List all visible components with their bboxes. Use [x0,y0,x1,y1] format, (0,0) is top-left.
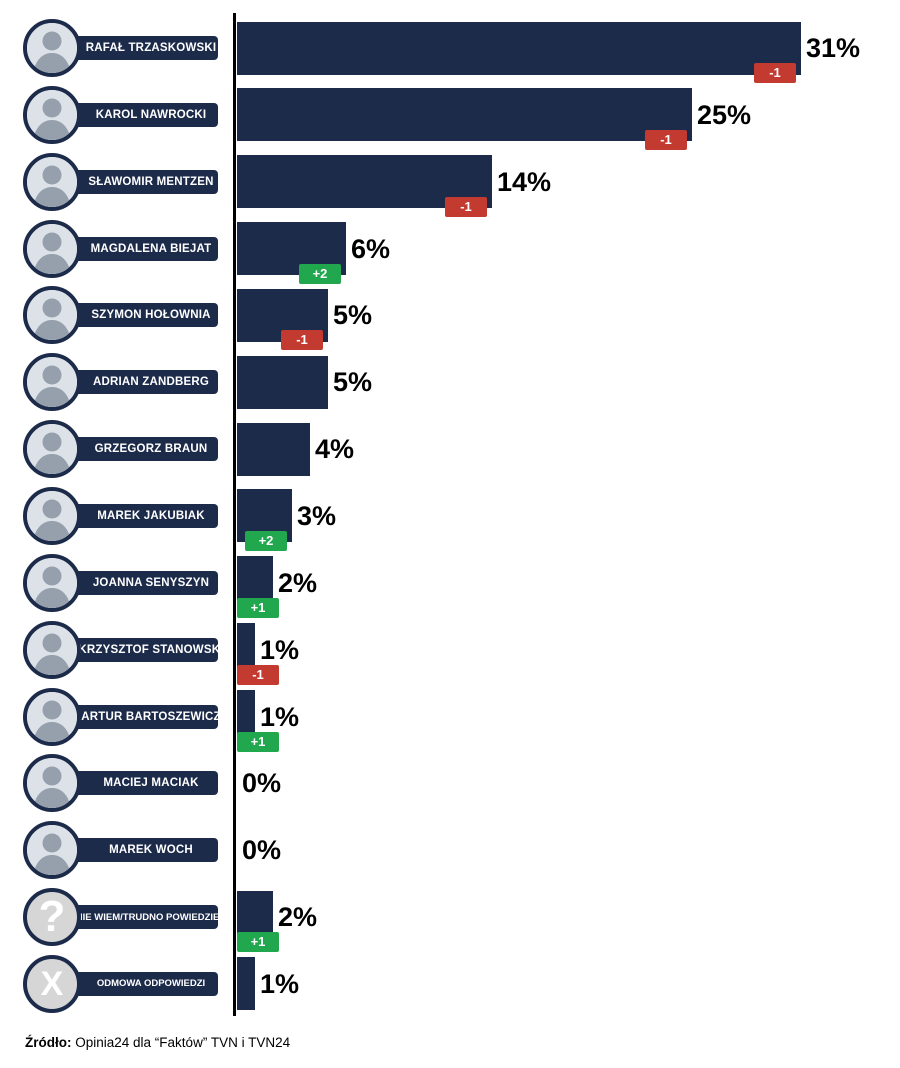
candidate-photo-avatar [23,687,81,746]
candidate-row: KAROL NAWROCKI 25% -1 [0,81,900,150]
poll-value: 1% [260,701,300,732]
poll-bar [237,88,692,142]
source-note: Źródło: Opinia24 dla “Faktów” TVN i TVN2… [25,1035,290,1050]
poll-bar [237,355,328,409]
question-mark-icon: ? [23,888,81,947]
candidate-row: ARTUR BARTOSZEWICZ 1% +1 [0,683,900,752]
source-text: Opinia24 dla “Faktów” TVN i TVN24 [71,1035,291,1050]
poll-value: 0% [242,835,282,866]
candidate-photo-avatar [23,486,81,545]
candidate-row: MAREK WOCH 0% [0,816,900,884]
change-badge: -1 [645,129,687,150]
change-badge: -1 [281,330,323,351]
poll-value: 31% [806,33,861,63]
poll-value: 14% [497,166,552,197]
source-label: Źródło: [25,1035,72,1050]
poll-value: 5% [333,367,373,398]
poll-value: 0% [242,768,282,799]
change-badge: -1 [445,196,487,217]
candidate-row: KRZYSZTOF STANOWSKI 1% -1 [0,616,900,685]
candidate-name: SŁAWOMIR MENTZEN [88,175,214,188]
candidate-photo-avatar [23,821,81,880]
candidate-photo-avatar [23,152,81,211]
change-badge: +1 [237,932,279,953]
change-badge: -1 [754,63,796,83]
candidate-row: GRZEGORZ BRAUN 4% [0,415,900,483]
poll-value: 2% [278,902,318,933]
change-badge: +2 [299,263,341,284]
candidate-row: ADRIAN ZANDBERG 5% [0,348,900,416]
poll-bar [237,957,255,1011]
candidate-row: SŁAWOMIR MENTZEN 14% -1 [0,148,900,217]
candidate-row: MACIEJ MACIAK 0% [0,749,900,817]
candidate-photo-avatar [23,754,81,813]
candidate-row: MAGDALENA BIEJAT 6% +2 [0,215,900,284]
candidate-photo-avatar [23,553,81,612]
poll-value: 6% [351,233,391,264]
poll-bar [237,21,801,75]
candidate-photo-avatar [23,19,81,77]
candidate-photo-avatar [23,420,81,479]
candidate-photo-avatar [23,620,81,679]
change-badge: +2 [245,530,287,551]
change-badge: +1 [237,597,279,618]
candidate-row: RAFAŁ TRZASKOWSKI 31% -1 [0,14,900,83]
candidate-name: NIE WIEM/TRUDNO POWIEDZIEĆ [75,911,227,923]
poll-value: 1% [260,634,300,665]
candidate-name: GRZEGORZ BRAUN [94,443,208,456]
poll-value: 25% [697,99,752,130]
candidate-name: SZYMON HOŁOWNIA [91,309,211,322]
poll-value: 4% [315,434,355,465]
candidate-row: ? NIE WIEM/TRUDNO POWIEDZIEĆ 2% +1 [0,883,900,953]
poll-value: 5% [333,300,373,331]
poll-value: 1% [260,968,300,999]
candidate-row: X ODMOWA ODPOWIEDZI 1% [0,950,900,1018]
candidate-name: MAREK JAKUBIAK [97,509,205,522]
candidate-name: ODMOWA ODPOWIEDZI [96,978,206,990]
change-badge: -1 [237,664,279,685]
poll-bar [237,690,255,743]
candidate-row: MAREK JAKUBIAK 3% +2 [0,482,900,551]
candidate-photo-avatar [23,85,81,144]
change-badge: +1 [237,731,279,752]
x-mark-icon: X [23,954,81,1013]
candidate-name: MACIEJ MACIAK [103,777,199,790]
candidate-name: MAREK WOCH [109,844,193,857]
poll-value: 2% [278,567,318,598]
candidate-photo-avatar [23,286,81,345]
poll-bar [237,422,310,476]
axis-line [233,13,236,1016]
candidate-name: JOANNA SENYSZYN [92,576,210,589]
candidate-row: JOANNA SENYSZYN 2% +1 [0,549,900,618]
candidate-name: ADRIAN ZANDBERG [92,376,210,389]
poll-value: 3% [297,500,337,531]
candidate-photo-avatar [23,219,81,278]
candidate-name: KRZYSZTOF STANOWSKI [78,643,224,656]
candidate-row: SZYMON HOŁOWNIA 5% -1 [0,281,900,351]
candidate-name: KAROL NAWROCKI [95,108,207,121]
candidate-name: ARTUR BARTOSZEWICZ [81,710,221,723]
candidate-name: MAGDALENA BIEJAT [90,242,212,255]
poll-bar [237,623,255,677]
candidate-name: RAFAŁ TRZASKOWSKI [85,42,217,54]
candidate-photo-avatar [23,353,81,412]
